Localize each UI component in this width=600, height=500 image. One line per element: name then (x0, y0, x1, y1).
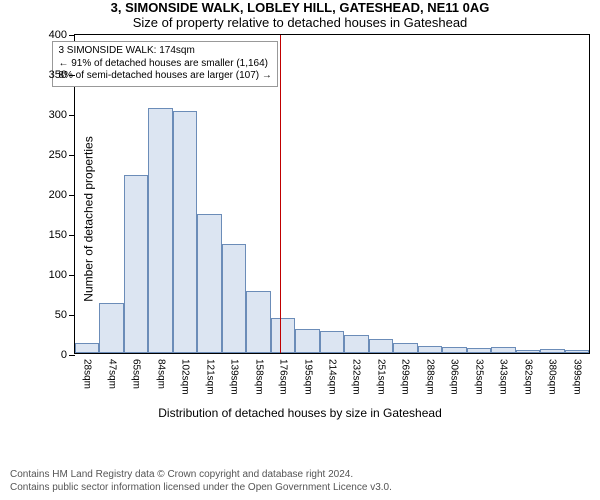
histogram-bar (516, 350, 540, 353)
annotation-line-2: ← 91% of detached houses are smaller (1,… (58, 58, 271, 71)
y-tick-label: 250 (49, 149, 67, 161)
chart-area: Number of detached properties 3 SIMONSID… (50, 34, 590, 404)
y-tick (69, 195, 75, 196)
x-tick-label: 343sqm (498, 359, 509, 395)
y-tick-label: 350 (49, 69, 67, 81)
x-tick-label: 399sqm (571, 359, 582, 395)
y-tick-label: 0 (61, 349, 67, 361)
footer-line-2: Contains public sector information licen… (10, 481, 392, 494)
histogram-bar (75, 343, 99, 353)
plot-region: 3 SIMONSIDE WALK: 174sqm ← 91% of detach… (74, 34, 590, 354)
histogram-bar (99, 303, 123, 353)
x-tick-label: 139sqm (229, 359, 240, 395)
x-tick-label: 362sqm (522, 359, 533, 395)
y-tick-label: 200 (49, 189, 67, 201)
x-tick-label: 232sqm (351, 359, 362, 395)
y-tick-label: 150 (49, 229, 67, 241)
x-tick-label: 214sqm (327, 359, 338, 395)
chart-subtitle: Size of property relative to detached ho… (0, 15, 600, 30)
annotation-line-1: 3 SIMONSIDE WALK: 174sqm (58, 45, 271, 58)
histogram-bar (540, 349, 564, 353)
histogram-bar (320, 331, 344, 353)
y-tick (69, 155, 75, 156)
footer: Contains HM Land Registry data © Crown c… (10, 468, 392, 494)
histogram-bar (467, 348, 491, 353)
histogram-bar (369, 339, 393, 353)
footer-line-1: Contains HM Land Registry data © Crown c… (10, 468, 392, 481)
x-tick-label: 195sqm (302, 359, 313, 395)
histogram-bar (491, 347, 515, 353)
x-tick-label: 47sqm (106, 359, 117, 389)
histogram-bar (442, 347, 466, 353)
x-tick-label: 306sqm (449, 359, 460, 395)
x-tick-label: 380sqm (547, 359, 558, 395)
histogram-bar (295, 329, 319, 353)
x-tick-label: 84sqm (155, 359, 166, 389)
histogram-bar (271, 318, 295, 353)
y-tick (69, 115, 75, 116)
x-tick-label: 269sqm (400, 359, 411, 395)
x-tick-label: 28sqm (82, 359, 93, 389)
x-tick-label: 325sqm (473, 359, 484, 395)
histogram-bar (148, 108, 172, 353)
y-tick (69, 75, 75, 76)
y-tick-label: 100 (49, 269, 67, 281)
x-tick-label: 288sqm (424, 359, 435, 395)
histogram-bar (393, 343, 417, 353)
x-axis-label: Distribution of detached houses by size … (0, 406, 600, 420)
y-tick (69, 355, 75, 356)
y-tick (69, 275, 75, 276)
x-tick-label: 102sqm (180, 359, 191, 395)
annotation-line-3: 8% of semi-detached houses are larger (1… (58, 70, 271, 83)
y-tick (69, 235, 75, 236)
histogram-bar (173, 111, 197, 353)
x-tick-label: 121sqm (204, 359, 215, 395)
histogram-bar (418, 346, 442, 353)
histogram-bar (246, 291, 270, 353)
histogram-bar (344, 335, 368, 353)
y-tick (69, 315, 75, 316)
x-tick-label: 158sqm (253, 359, 264, 395)
y-tick-label: 50 (55, 309, 67, 321)
chart-title: 3, SIMONSIDE WALK, LOBLEY HILL, GATESHEA… (0, 0, 600, 15)
x-tick-label: 65sqm (131, 359, 142, 389)
reference-line (280, 35, 281, 353)
y-tick (69, 35, 75, 36)
x-tick-label: 176sqm (278, 359, 289, 395)
histogram-bar (222, 244, 246, 353)
y-tick-label: 300 (49, 109, 67, 121)
y-tick-label: 400 (49, 29, 67, 41)
histogram-bar (565, 350, 589, 353)
histogram-bar (197, 214, 221, 353)
annotation-box: 3 SIMONSIDE WALK: 174sqm ← 91% of detach… (52, 41, 277, 87)
x-tick-label: 251sqm (375, 359, 386, 395)
histogram-bar (124, 175, 148, 353)
